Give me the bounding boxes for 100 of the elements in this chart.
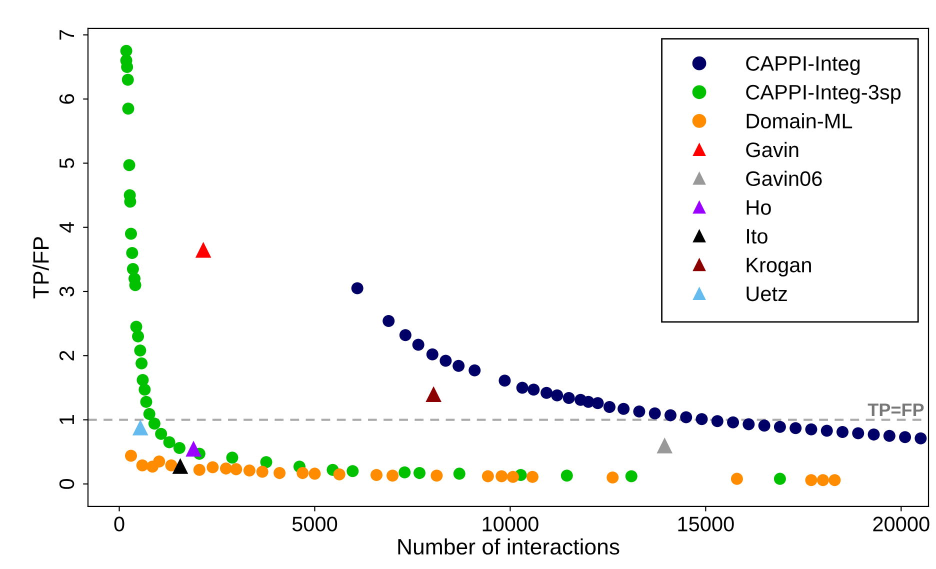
point xyxy=(606,472,619,484)
y-tick-label: 7 xyxy=(60,30,74,40)
x-tick-label: 5000 xyxy=(292,516,338,532)
point xyxy=(562,392,575,404)
point xyxy=(220,462,232,475)
point xyxy=(153,455,166,468)
point xyxy=(482,470,494,482)
point xyxy=(122,102,134,115)
point xyxy=(370,468,383,481)
point xyxy=(138,384,151,396)
point xyxy=(296,467,309,480)
point xyxy=(274,467,286,480)
point xyxy=(656,438,673,454)
y-axis-title: TP/FP xyxy=(32,237,49,298)
legend-label: Krogan xyxy=(746,258,811,277)
point xyxy=(468,364,481,376)
point xyxy=(774,420,786,433)
point xyxy=(560,470,573,482)
point xyxy=(914,432,927,444)
x-axis-title: Number of interactions xyxy=(398,538,620,555)
point xyxy=(206,461,219,474)
point xyxy=(386,470,399,482)
point xyxy=(852,427,864,440)
point xyxy=(603,400,616,413)
y-tick-label: 2 xyxy=(59,350,74,360)
point xyxy=(163,436,176,448)
point xyxy=(899,431,912,444)
legend-label: Ho xyxy=(746,200,771,215)
point xyxy=(790,422,802,434)
point xyxy=(730,472,743,485)
legend-label: Ito xyxy=(747,229,768,244)
point xyxy=(126,246,138,260)
point xyxy=(134,344,146,357)
point xyxy=(540,386,553,399)
point xyxy=(226,452,238,464)
point xyxy=(230,463,242,476)
y-tick-label: 4 xyxy=(60,222,74,233)
y-tick-label: 3 xyxy=(59,286,74,296)
point xyxy=(136,357,148,370)
point xyxy=(742,418,755,430)
point xyxy=(592,397,604,410)
point xyxy=(172,458,188,474)
y-tick-label: 6 xyxy=(59,94,74,104)
point xyxy=(308,468,321,480)
point xyxy=(618,402,630,415)
point xyxy=(727,416,740,428)
point xyxy=(498,374,511,387)
y-tick-label: 5 xyxy=(60,158,74,168)
point xyxy=(351,282,364,294)
legend-label: Gavin xyxy=(746,142,798,158)
point xyxy=(805,474,818,486)
point xyxy=(136,374,149,386)
point xyxy=(382,314,395,328)
point xyxy=(805,423,818,436)
point xyxy=(399,329,412,342)
point xyxy=(526,470,538,483)
point xyxy=(452,360,465,372)
point xyxy=(193,464,206,476)
point xyxy=(143,408,156,420)
point xyxy=(828,474,841,486)
point xyxy=(260,456,272,468)
point xyxy=(648,407,661,420)
point xyxy=(758,420,770,432)
point xyxy=(140,396,152,408)
point xyxy=(124,450,137,462)
point xyxy=(696,413,708,426)
x-tick-label: 0 xyxy=(114,516,124,532)
point xyxy=(412,338,424,351)
point xyxy=(430,470,443,482)
point xyxy=(440,354,452,367)
point xyxy=(346,465,359,478)
point xyxy=(413,467,426,480)
point xyxy=(680,411,692,424)
point xyxy=(774,472,786,485)
point xyxy=(426,386,442,402)
point xyxy=(148,418,160,430)
point xyxy=(195,242,212,258)
point xyxy=(165,459,178,472)
legend-label: Domain-ML xyxy=(746,113,852,128)
point xyxy=(868,428,880,441)
point xyxy=(124,228,137,240)
point xyxy=(496,470,508,482)
point xyxy=(132,330,144,342)
point xyxy=(516,382,528,394)
point xyxy=(551,389,564,402)
point xyxy=(132,420,148,436)
point xyxy=(711,415,724,428)
legend-label: Uetz xyxy=(746,286,787,302)
legend-label: CAPPI-Integ-3sp xyxy=(746,84,901,104)
point xyxy=(333,468,346,480)
x-tick-label: 10000 xyxy=(482,516,538,532)
point xyxy=(836,426,849,438)
point xyxy=(633,405,646,418)
point xyxy=(625,470,638,482)
legend-label: CAPPI-Integ xyxy=(746,56,860,75)
point xyxy=(173,442,186,454)
point xyxy=(528,384,540,396)
y-tick-label: 0 xyxy=(59,478,74,489)
point xyxy=(453,468,466,480)
point xyxy=(243,464,256,476)
